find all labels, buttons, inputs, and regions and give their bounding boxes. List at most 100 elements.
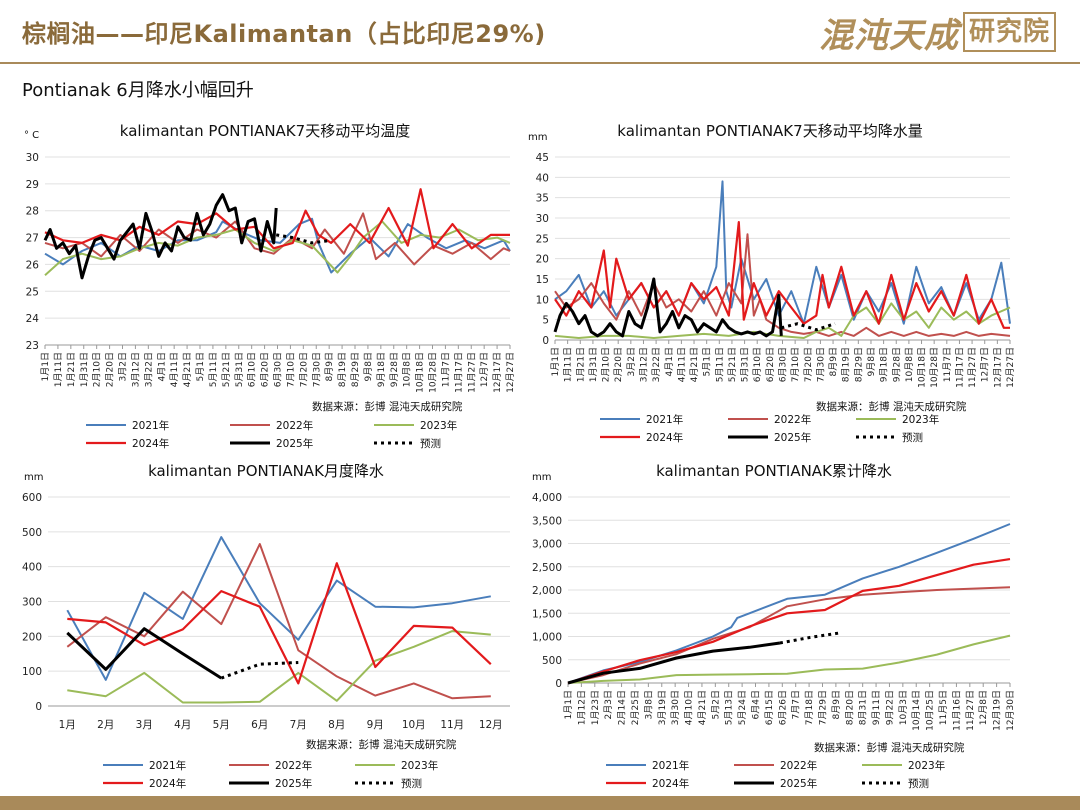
series-line-2024 xyxy=(567,558,1011,685)
y-tick-label: 45 xyxy=(536,152,549,164)
data-source-label: 数据来源：彭博 混沌天成研究院 xyxy=(312,400,463,413)
legend-label-2022: 2022年 xyxy=(276,419,313,432)
x-tick-label: 8月19日 xyxy=(337,352,348,387)
x-tick-label: 3月30日 xyxy=(670,690,681,725)
y-tick-label: 0 xyxy=(542,335,549,347)
legend-label-2021: 2021年 xyxy=(652,759,689,772)
legend-label-forecast: 预测 xyxy=(420,437,441,450)
legend-label-2025: 2025年 xyxy=(774,431,811,444)
logo-text: 混沌天成 xyxy=(818,15,959,56)
x-tick-label: 9月8日 xyxy=(866,347,877,376)
x-tick-label: 9月18日 xyxy=(879,347,890,382)
x-tick-label: 12月7日 xyxy=(479,352,490,387)
x-tick-label: 5月11日 xyxy=(208,352,219,387)
x-tick-label: 1月11日 xyxy=(563,347,574,382)
x-tick-label: 11月 xyxy=(440,719,464,731)
x-tick-label: 7月30日 xyxy=(815,347,826,382)
x-tick-label: 5月31日 xyxy=(234,352,245,387)
y-tick-label: 26 xyxy=(26,259,40,271)
slide-title: 棕榈油——印尼Kalimantan（占比印尼29%) xyxy=(22,20,546,48)
slide-subtitle: Pontianak 6月降水小幅回升 xyxy=(22,80,254,101)
x-tick-label: 9月28日 xyxy=(891,347,902,382)
y-tick-label: 20 xyxy=(536,254,549,266)
x-tick-label: 5月1日 xyxy=(195,352,206,381)
x-tick-label: 3月12日 xyxy=(638,347,649,382)
x-tick-label: 12月8日 xyxy=(978,690,989,725)
monthly-rainfall-chart: kalimantan PONTIANAK月度降水 mm 0 100 200 300 400 5… xyxy=(22,462,510,790)
y-tick-label: 3,000 xyxy=(532,539,562,551)
x-tick-label: 6月30日 xyxy=(778,347,789,382)
y-tick-label: 10 xyxy=(536,294,549,306)
x-tick-label: 5月13日 xyxy=(724,690,735,725)
series-line-2025 xyxy=(43,193,278,280)
y-tick-label: 3,500 xyxy=(532,515,562,527)
x-tick-label: 11月7日 xyxy=(440,352,451,387)
x-tick-label: 8月 xyxy=(328,719,345,731)
x-tick-label: 8月20日 xyxy=(844,690,855,725)
x-tick-label: 5月2日 xyxy=(710,690,721,719)
y-tick-label: 24 xyxy=(26,313,40,325)
x-tick-label: 8月9日 xyxy=(828,347,839,376)
series-line-2025 xyxy=(66,627,223,680)
x-tick-label: 6月10日 xyxy=(752,347,763,382)
x-tick-label: 8月29日 xyxy=(350,352,361,387)
x-tick-label: 4月21日 xyxy=(697,690,708,725)
data-source-label: 数据来源：彭博 混沌天成研究院 xyxy=(814,741,965,754)
x-tick-label: 5月 xyxy=(213,719,230,731)
x-tick-label: 10月25日 xyxy=(925,690,936,731)
company-logo: 混沌天成 研究院 xyxy=(818,10,1056,56)
y-unit-label: mm xyxy=(528,132,547,143)
temperature-chart: kalimantan PONTIANAK7天移动平均温度 ° C 23 24 25 26 2… xyxy=(24,122,516,450)
x-tick-label: 10月28日 xyxy=(428,352,439,393)
x-tick-label: 12月17日 xyxy=(992,347,1003,388)
data-source-label: 数据来源：彭博 混沌天成研究院 xyxy=(306,738,457,751)
x-tick-label: 7月10日 xyxy=(790,347,801,382)
x-tick-label: 10月18日 xyxy=(917,347,928,388)
x-tick-label: 5月21日 xyxy=(221,352,232,387)
y-tick-label: 500 xyxy=(22,527,42,539)
legend-label-2024: 2024年 xyxy=(652,777,689,790)
legend-label-forecast: 预测 xyxy=(401,777,422,790)
y-tick-label: 1,500 xyxy=(532,608,562,620)
x-tick-label: 11月17日 xyxy=(453,352,464,393)
y-tick-label: 40 xyxy=(536,172,549,184)
x-tick-label: 9月8日 xyxy=(363,352,374,381)
legend-label-2022: 2022年 xyxy=(275,759,312,772)
x-tick-label: 12月27日 xyxy=(1005,347,1016,388)
chart-title: kalimantan PONTIANAK月度降水 xyxy=(148,462,384,480)
y-tick-label: 15 xyxy=(536,274,549,286)
series-line-2021 xyxy=(567,523,1011,684)
x-tick-label: 3月22日 xyxy=(651,347,662,382)
series-line-2025 xyxy=(553,277,783,338)
x-tick-label: 1月31日 xyxy=(79,352,90,387)
y-tick-label: 4,000 xyxy=(532,492,562,504)
x-tick-label: 4月21日 xyxy=(689,347,700,382)
x-tick-label: 9月18日 xyxy=(376,352,387,387)
x-tick-label: 6月20日 xyxy=(765,347,776,382)
x-tick-label: 5月1日 xyxy=(702,347,713,376)
cumulative-rainfall-chart: kalimantan PONTIANAK累计降水 mm 0 500 1,000 1,500… xyxy=(532,462,1016,790)
x-tick-label: 1月21日 xyxy=(575,347,586,382)
x-tick-label: 4月21日 xyxy=(182,352,193,387)
temperature-chart-panel: kalimantan PONTIANAK7天移动平均温度 ° C 23 24 25 26 2… xyxy=(0,112,540,457)
legend-label-2024: 2024年 xyxy=(646,431,683,444)
y-tick-label: 100 xyxy=(22,666,42,678)
y-unit-label: ° C xyxy=(24,130,39,141)
legend-label-2021: 2021年 xyxy=(132,419,169,432)
x-tick-label: 6月 xyxy=(251,719,268,731)
legend-label-2023: 2023年 xyxy=(908,759,945,772)
x-tick-label: 1月1日 xyxy=(40,352,51,381)
data-source-label: 数据来源：彭博 混沌天成研究院 xyxy=(816,400,967,413)
x-tick-label: 4月10日 xyxy=(684,690,695,725)
x-tick-label: 10月8日 xyxy=(402,352,413,387)
x-tick-label: 1月31日 xyxy=(588,347,599,382)
y-tick-label: 200 xyxy=(22,631,42,643)
x-tick-label: 7月10日 xyxy=(285,352,296,387)
x-tick-label: 7月20日 xyxy=(803,347,814,382)
x-tick-label: 9月22日 xyxy=(884,690,895,725)
x-tick-label: 3月19日 xyxy=(657,690,668,725)
y-unit-label: mm xyxy=(24,472,43,483)
x-tick-label: 2月20日 xyxy=(613,347,624,382)
header-divider xyxy=(0,62,1080,64)
legend-label-2025: 2025年 xyxy=(780,777,817,790)
